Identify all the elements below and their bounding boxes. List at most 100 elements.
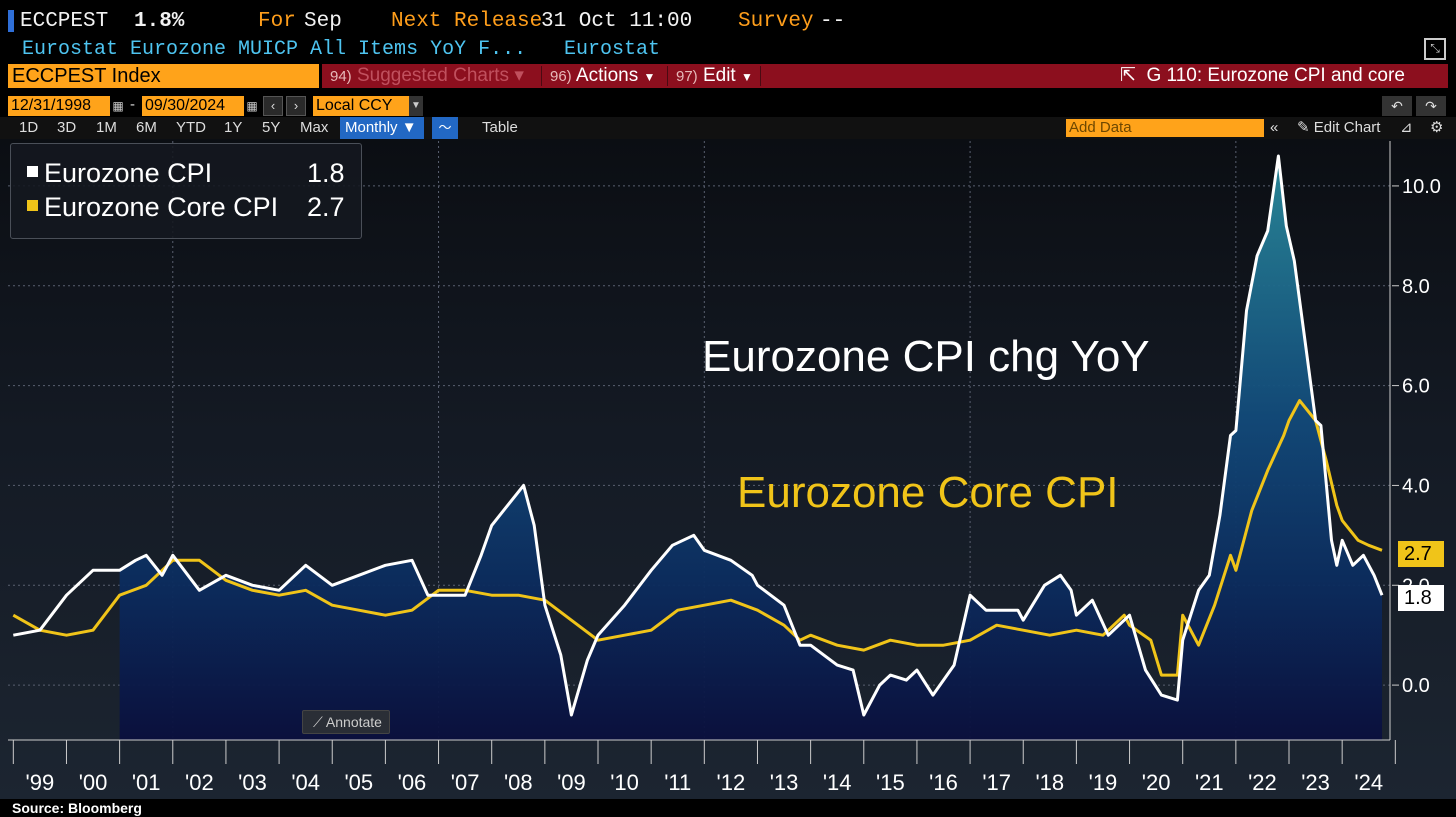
x-tick-label: '22 — [1248, 770, 1277, 795]
x-tick-label: '18 — [1035, 770, 1064, 795]
actions-label: Actions — [575, 65, 639, 86]
period-1m[interactable]: 1M — [96, 119, 117, 136]
series-lines — [12, 154, 1384, 717]
period-max[interactable]: Max — [300, 119, 329, 136]
x-tick-label: '07 — [451, 770, 480, 795]
menu-bar — [322, 64, 1448, 88]
x-tick-label: '99 — [26, 770, 55, 795]
menu-divider — [760, 66, 761, 86]
line-chart[interactable]: 0.02.04.06.08.010.0'99'00'01'02'03'04'05… — [0, 139, 1456, 799]
y-tick-label: 10.0 — [1402, 176, 1441, 198]
x-tick-label: '03 — [238, 770, 267, 795]
x-tick-label: '06 — [398, 770, 427, 795]
chart-area[interactable]: 0.02.04.06.08.010.0'99'00'01'02'03'04'05… — [0, 139, 1456, 799]
actions-menu[interactable]: 96) Actions ▼ — [550, 64, 655, 88]
end-date-input[interactable]: 09/30/2024 — [142, 96, 244, 116]
external-link-icon: ⇱ — [1120, 65, 1147, 86]
cpi-area — [119, 155, 1383, 741]
survey-value: -- — [820, 10, 846, 33]
next-period-button[interactable]: › — [286, 96, 306, 116]
x-tick-label: '23 — [1301, 770, 1330, 795]
x-tick-label: '00 — [79, 770, 108, 795]
edit-label: Edit — [702, 65, 736, 86]
currency-select[interactable]: Local CCY — [313, 96, 409, 116]
date-range-row: 12/31/1998 ▦ - 09/30/2024 ▦ ‹ › Local CC… — [0, 94, 1456, 116]
annotate-button[interactable]: ⟋ Annotate — [302, 710, 390, 734]
edit-chart-label: Edit Chart — [1313, 119, 1381, 136]
legend-value-cpi: 1.8 — [307, 158, 345, 188]
security-description: Eurostat Eurozone MUICP All Items YoY F.… — [22, 38, 527, 61]
cpi-line — [13, 154, 1384, 717]
expand-icon[interactable]: ⤡ — [1424, 38, 1446, 60]
x-tick-label: '19 — [1089, 770, 1118, 795]
suggested-charts-label: Suggested Charts — [356, 65, 510, 86]
table-button[interactable]: Table — [482, 119, 518, 136]
x-tick-label: '17 — [982, 770, 1011, 795]
chart-style-icon[interactable]: ⊿ — [1400, 119, 1413, 136]
chart-title-link[interactable]: ⇱ G 110: Eurozone CPI and core — [1120, 64, 1405, 88]
legend-swatch-cpi — [27, 166, 38, 177]
add-data-input[interactable]: Add Data — [1066, 119, 1264, 137]
core-cpi-line — [12, 399, 1383, 677]
x-tick-label: '16 — [929, 770, 958, 795]
ticker-marker — [8, 10, 14, 32]
legend-value-core: 2.7 — [307, 192, 345, 222]
chart-title: G 110: Eurozone CPI and core — [1146, 65, 1405, 86]
legend-label-cpi: Eurozone CPI — [44, 158, 213, 188]
chevron-down-icon: ▼ — [401, 119, 417, 136]
collapse-icon[interactable]: « — [1270, 119, 1279, 136]
x-tick-label: '20 — [1142, 770, 1171, 795]
y-tick-label: 4.0 — [1402, 475, 1430, 497]
core-value-tag: 2.7 — [1398, 541, 1444, 567]
menu-divider — [541, 66, 542, 86]
cpi-value-tag: 1.8 — [1398, 585, 1444, 611]
legend-item-cpi: Eurozone CPI — [27, 158, 212, 189]
period-5y[interactable]: 5Y — [262, 119, 281, 136]
redo-icon[interactable]: ↷ — [1416, 96, 1446, 116]
main-toolbar: ECCPEST Index 94) Suggested Charts ▾ 96)… — [0, 62, 1456, 90]
description-row: Eurostat Eurozone MUICP All Items YoY F.… — [0, 36, 1456, 62]
chevron-down-icon: ▼ — [741, 70, 753, 84]
calendar-icon[interactable]: ▦ — [246, 99, 258, 113]
ticker-symbol[interactable]: ECCPEST — [20, 10, 109, 33]
period-1y[interactable]: 1Y — [224, 119, 243, 136]
undo-icon[interactable]: ↶ — [1382, 96, 1412, 116]
core-overlay-title: Eurozone Core CPI — [737, 468, 1119, 517]
frequency-select[interactable]: Monthly ▼ — [340, 117, 424, 139]
ticker-header: ECCPEST 1.8% For Sep Next Release 31 Oct… — [0, 0, 1456, 36]
security-input[interactable]: ECCPEST Index — [8, 64, 319, 88]
x-tick-label: '24 — [1354, 770, 1383, 795]
edit-num: 97) — [676, 68, 698, 85]
prev-period-button[interactable]: ‹ — [263, 96, 283, 116]
y-tick-label: 6.0 — [1402, 376, 1430, 398]
x-tick-label: '13 — [770, 770, 799, 795]
period-ytd[interactable]: YTD — [176, 119, 206, 136]
annotate-label: Annotate — [325, 714, 382, 730]
calendar-icon[interactable]: ▦ — [112, 99, 124, 113]
y-tick-label: 8.0 — [1402, 276, 1430, 298]
line-chart-icon[interactable]: 〜 — [432, 117, 458, 139]
x-tick-label: '14 — [823, 770, 852, 795]
period-1d[interactable]: 1D — [19, 119, 39, 136]
source-note: Source: Bloomberg — [12, 800, 142, 816]
pencil-icon: ⟋ — [313, 714, 326, 730]
frequency-label: Monthly — [345, 119, 398, 136]
period-3d[interactable]: 3D — [57, 119, 77, 136]
start-date-input[interactable]: 12/31/1998 — [8, 96, 110, 116]
legend-item-core: Eurozone Core CPI — [27, 192, 278, 223]
gear-icon[interactable]: ⚙ — [1430, 119, 1444, 136]
edit-menu[interactable]: 97) Edit ▼ — [676, 64, 753, 88]
suggested-charts-menu[interactable]: 94) Suggested Charts ▾ — [330, 64, 524, 88]
edit-chart-button[interactable]: ✎ Edit Chart — [1297, 117, 1380, 139]
x-tick-label: '01 — [132, 770, 161, 795]
menu-divider — [667, 66, 668, 86]
period-6m[interactable]: 6M — [136, 119, 157, 136]
chevron-down-icon[interactable]: ▼ — [409, 96, 423, 116]
chevron-down-icon: ▾ — [514, 65, 524, 86]
last-value: 1.8% — [134, 10, 185, 33]
for-period: Sep — [304, 10, 342, 33]
date-dash: - — [130, 96, 135, 113]
cpi-overlay-title: Eurozone CPI chg YoY — [702, 332, 1150, 381]
x-tick-label: '12 — [717, 770, 746, 795]
chart-legend[interactable]: Eurozone CPI 1.8 Eurozone Core CPI 2.7 — [10, 143, 362, 239]
